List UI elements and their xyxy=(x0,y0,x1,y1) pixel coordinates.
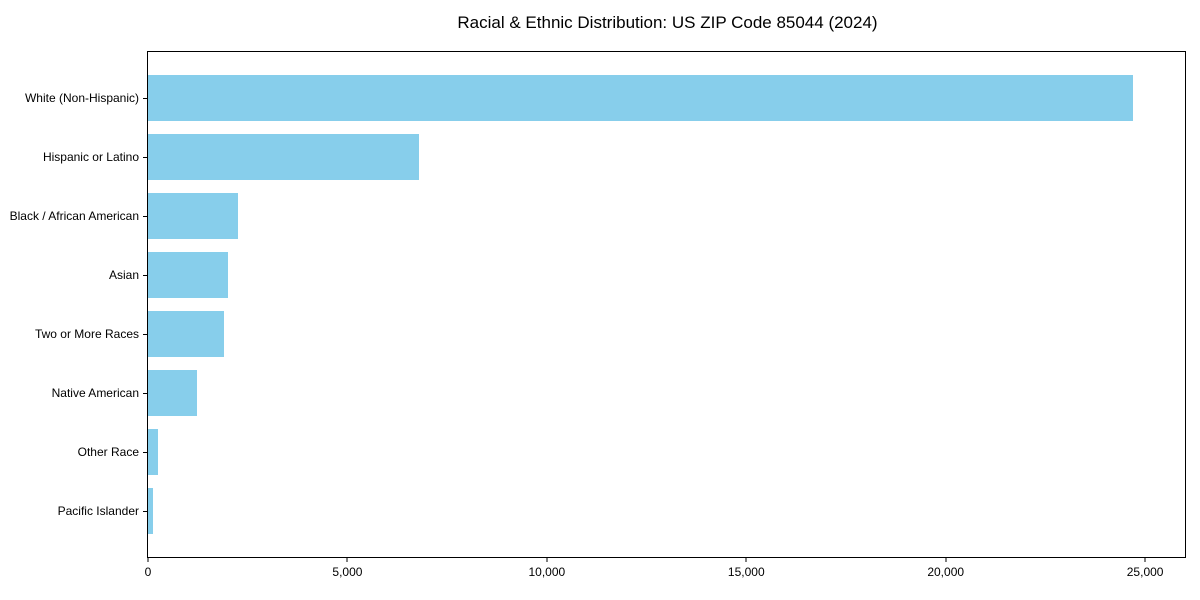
chart-row: Hispanic or Latino xyxy=(43,128,1185,187)
chart-title: Racial & Ethnic Distribution: US ZIP Cod… xyxy=(457,13,878,32)
y-tick-label: Two or More Races xyxy=(34,326,139,341)
x-tick-label: 15,000 xyxy=(727,565,765,579)
x-tick-mark xyxy=(346,558,348,562)
chart-row: Two or More Races xyxy=(35,305,1185,364)
y-tick-mark xyxy=(143,333,147,335)
x-tick-mark xyxy=(945,558,947,562)
bar xyxy=(148,428,158,475)
y-tick-label: Pacific Islander xyxy=(57,503,139,518)
bar xyxy=(148,134,420,181)
x-tick-label: 25,000 xyxy=(1126,565,1164,579)
y-tick-label: White (Non-Hispanic) xyxy=(24,91,139,106)
y-tick-label: Asian xyxy=(108,268,139,283)
x-tick-label: 20,000 xyxy=(927,565,965,579)
chart-row: Other Race xyxy=(78,422,1185,481)
x-tick-mark xyxy=(1144,558,1146,562)
y-tick-mark xyxy=(143,216,147,218)
y-tick-label: Black / African American xyxy=(9,209,139,224)
y-tick-mark xyxy=(143,510,147,512)
bar xyxy=(148,252,228,299)
x-tick-mark xyxy=(546,558,548,562)
y-tick-label: Other Race xyxy=(77,444,139,459)
bar xyxy=(148,487,153,534)
y-tick-mark xyxy=(143,157,147,159)
x-tick-label: 5,000 xyxy=(332,565,363,579)
y-tick-label: Hispanic or Latino xyxy=(42,150,139,165)
x-tick-label: 10,000 xyxy=(528,565,566,579)
y-tick-mark xyxy=(143,451,147,453)
x-tick-label: 0 xyxy=(144,565,152,579)
chart-row: Pacific Islander xyxy=(58,481,1185,540)
chart-row: Black / African American xyxy=(10,187,1185,246)
x-tick-mark xyxy=(745,558,747,562)
bar xyxy=(148,193,238,240)
bar xyxy=(148,369,197,416)
x-tick-mark xyxy=(147,558,149,562)
plot-area: White (Non-Hispanic) Hispanic or Latino Bl… xyxy=(10,51,1186,579)
chart-row: Asian xyxy=(109,246,1185,305)
y-tick-label: Native American xyxy=(51,385,139,400)
bar xyxy=(148,310,224,357)
chart-row: White (Non-Hispanic) xyxy=(25,69,1185,128)
bars-container: White (Non-Hispanic) Hispanic or Latino Bl… xyxy=(10,52,1185,557)
chart-row: Native American xyxy=(52,363,1185,422)
bar xyxy=(148,75,1134,122)
y-tick-mark xyxy=(143,98,147,100)
y-tick-mark xyxy=(143,275,147,277)
y-tick-mark xyxy=(143,392,147,394)
